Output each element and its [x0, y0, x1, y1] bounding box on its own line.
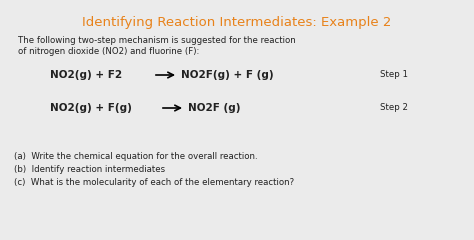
Text: Step 2: Step 2	[380, 103, 408, 112]
Text: The following two-step mechanism is suggested for the reaction: The following two-step mechanism is sugg…	[18, 36, 296, 45]
Text: Step 1: Step 1	[380, 70, 408, 79]
Text: of nitrogen dioxide (NO2) and fluorine (F):: of nitrogen dioxide (NO2) and fluorine (…	[18, 47, 200, 56]
Text: NO2(g) + F(g): NO2(g) + F(g)	[50, 103, 132, 113]
Text: NO2F(g) + F (g): NO2F(g) + F (g)	[181, 70, 273, 80]
Text: (c)  What is the molecularity of each of the elementary reaction?: (c) What is the molecularity of each of …	[14, 178, 294, 187]
Text: Identifying Reaction Intermediates: Example 2: Identifying Reaction Intermediates: Exam…	[82, 16, 392, 29]
Text: (a)  Write the chemical equation for the overall reaction.: (a) Write the chemical equation for the …	[14, 152, 258, 161]
Text: NO2(g) + F2: NO2(g) + F2	[50, 70, 122, 80]
Text: NO2F (g): NO2F (g)	[188, 103, 240, 113]
Text: (b)  Identify reaction intermediates: (b) Identify reaction intermediates	[14, 165, 165, 174]
